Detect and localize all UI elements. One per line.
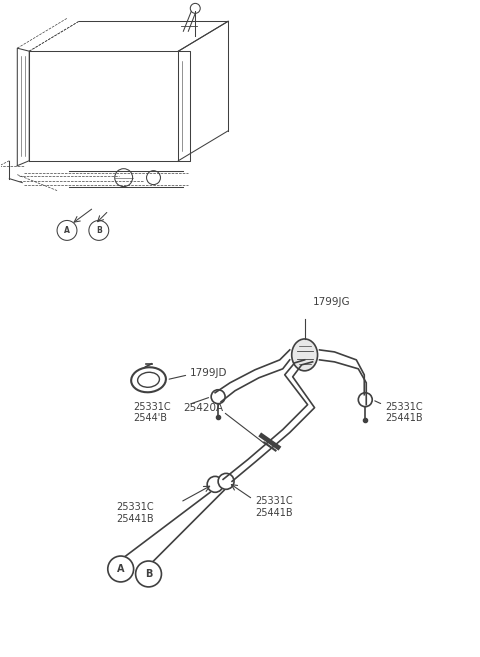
Text: 25331C
25441B: 25331C 25441B <box>385 401 423 423</box>
Text: 1799JD: 1799JD <box>190 368 228 378</box>
Text: B: B <box>145 569 152 579</box>
Text: 25331C
2544'B: 25331C 2544'B <box>133 401 171 423</box>
Text: 25331C
25441B: 25331C 25441B <box>117 502 155 524</box>
Text: B: B <box>96 226 102 235</box>
Circle shape <box>211 390 225 403</box>
Circle shape <box>136 561 161 587</box>
Text: A: A <box>64 226 70 235</box>
Circle shape <box>207 476 223 492</box>
Text: 25420A: 25420A <box>183 403 224 413</box>
Circle shape <box>358 393 372 407</box>
Circle shape <box>57 221 77 240</box>
Circle shape <box>89 221 109 240</box>
Text: A: A <box>117 564 124 574</box>
Circle shape <box>218 474 234 489</box>
Ellipse shape <box>292 339 318 371</box>
Circle shape <box>108 556 133 582</box>
Text: 1799JG: 1799JG <box>312 297 350 307</box>
Text: 25331C
25441B: 25331C 25441B <box>255 496 292 518</box>
